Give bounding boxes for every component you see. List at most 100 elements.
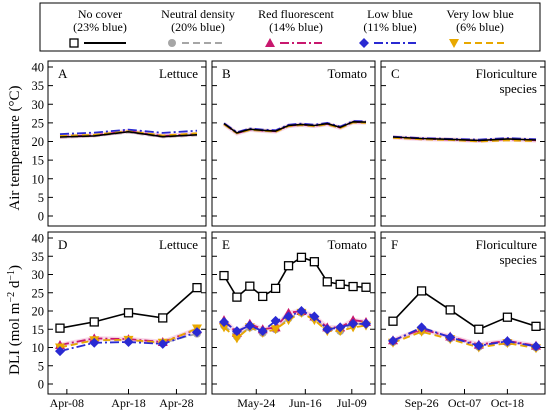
series-line [388,286,541,334]
data-point [335,322,346,333]
data-point [322,277,332,287]
data-point [416,286,427,296]
data-point [335,279,345,290]
panel-crop-label: Lettuce [159,237,198,252]
series-line [55,282,202,333]
panel-crop-label: Lettuce [159,66,198,81]
data-point [245,281,255,291]
data-point [502,312,513,322]
y-tick-label: 25 [32,286,45,300]
data-point [445,332,456,343]
legend-label: (20% blue) [171,20,225,34]
legend-marker [359,38,369,48]
y-tick-label: 15 [32,154,45,168]
data-point [157,338,168,349]
legend-label: Red fluorescent [258,7,334,21]
y-axis-label-temperature: Air temperature (°C) [7,85,23,210]
legend-marker [168,39,176,47]
y-tick-label: 0 [38,210,44,224]
data-point [257,326,268,337]
data-point [348,281,358,292]
legend-label: (6% blue) [456,20,504,34]
x-tick-label: Sep-26 [405,396,439,410]
data-point [270,283,281,294]
data-point [531,341,541,352]
panel-E: May-24 Jun-16 Jul-09 E Tomato [211,231,376,410]
panels: 0 5 10 15 20 25 30 35 40 A Lettuce B Tomato C Floricul… [32,60,546,410]
legend-marker [449,39,459,48]
data-point [361,318,371,329]
data-point [309,311,320,322]
panel-crop-label: Tomato [327,237,367,252]
series-line [55,327,202,357]
data-point [296,306,307,316]
y-tick-label: 5 [38,359,44,373]
y-tick-label: 30 [32,98,45,112]
data-point [361,282,371,292]
panel-crop-label: Floriculture [476,237,538,252]
legend-entry: No cover(23% blue) [69,7,127,48]
data-point [474,324,484,334]
y-tick-label: 35 [32,79,45,93]
data-point [270,325,281,335]
series-line [219,252,371,302]
legend-entry: Very low blue(6% blue) [446,7,514,48]
y-tick-label: 15 [32,323,45,337]
data-point [123,308,134,318]
panel-frame [380,60,546,227]
data-point [219,270,229,281]
data-point [296,252,307,262]
data-point [322,324,333,335]
series-path [392,136,537,142]
y-tick-label: 0 [38,378,44,392]
panel-letter: D [58,237,67,252]
panel-letter: B [222,66,231,81]
y-tick-label: 30 [32,268,45,282]
data-point [158,313,168,323]
data-point [309,257,320,267]
data-point [283,261,294,271]
data-point [123,337,134,348]
panel-crop-label: species [499,252,537,267]
panel-frame [380,231,546,395]
series-line [388,322,541,352]
legend-label: Neutral density [161,7,235,21]
series-line [223,120,367,134]
data-point [445,305,455,315]
data-point [219,316,229,327]
data-point [258,291,268,302]
legend-entry: Red fluorescent(14% blue) [258,7,334,47]
legend-marker [69,38,79,48]
panel-D: 0 5 10 15 20 25 30 35 40 Apr-08 Apr-18 Apr-28 D Lettu… [32,231,207,410]
data-point [388,335,398,346]
y-tick-label: 20 [32,135,45,149]
x-tick-label: Jul-09 [337,396,367,410]
panel-crop-label: species [499,81,537,96]
legend-entry: Neutral density(20% blue) [161,7,235,47]
y-tick-label: 20 [32,305,45,319]
y-tick-label: 35 [32,250,45,264]
data-point [89,337,100,348]
y-tick-label: 10 [32,341,45,355]
data-point [232,292,242,302]
y-tick-label: 5 [38,191,44,205]
series-path [392,289,537,331]
data-point [219,323,229,333]
series-path [59,128,198,135]
x-tick-label: Apr-08 [50,396,84,410]
y-axis-label-dli: DLI (mol m−2 d−1) [6,265,24,375]
x-tick-label: May-24 [237,396,275,410]
x-tick-label: Apr-28 [159,396,193,410]
data-point [473,340,484,351]
y-tick-label: 40 [32,232,45,246]
y-tick-label: 10 [32,172,45,186]
series-path [59,130,198,138]
legend-label: No cover [78,7,122,21]
series-line [392,136,537,142]
legend-label: Very low blue [446,7,513,21]
data-point [244,320,255,331]
x-tick-label: Oct-07 [448,396,481,410]
series-line [59,128,198,135]
